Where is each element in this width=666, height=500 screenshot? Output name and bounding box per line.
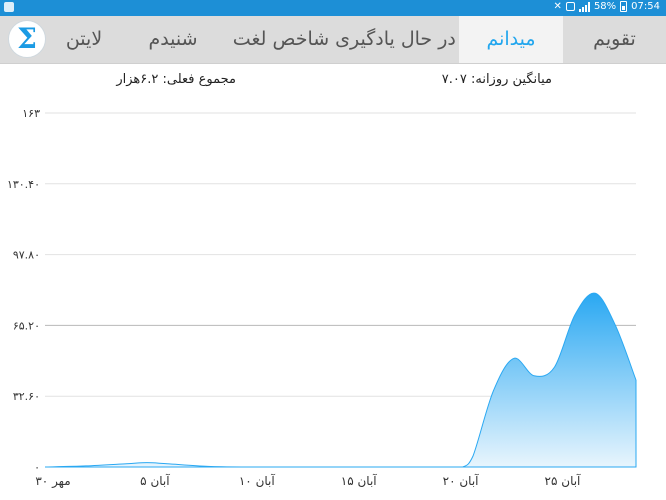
- y-tick-label: ۶۵.۲۰: [13, 319, 40, 332]
- status-bar: ✕ 58% 07:54: [0, 0, 666, 16]
- daily-average: میانگین روزانه: ۷.۰۷: [441, 72, 552, 87]
- tab-leitner[interactable]: لایتن: [65, 28, 103, 50]
- x-tick-label: ۱۰ آبان: [239, 473, 276, 488]
- x-tick-label: ۵ آبان: [140, 473, 170, 488]
- x-tick-label: ۳۰ مهر: [35, 474, 70, 489]
- status-time: 07:54: [631, 1, 660, 12]
- status-bar-right: ✕ 58% 07:54: [554, 1, 660, 12]
- tab-known[interactable]: میدانم: [459, 16, 563, 63]
- x-tick-label: ۱۵ آبان: [341, 473, 378, 488]
- known-words-chart: ۰ ۳۲.۶۰ ۶۵.۲۰ ۹۷.۸۰ ۱۳۰.۴۰ ۱۶۳ ۳۰ مهر ۵ آبان ۱۰…: [7, 107, 637, 489]
- tab-word-index[interactable]: شاخص لغت: [232, 28, 330, 50]
- status-bar-left: [4, 2, 14, 12]
- tab-bar: Σ لایتن شنیدم شاخص لغت در حال یادگیری می…: [0, 16, 666, 64]
- signal-icon: [578, 1, 590, 12]
- battery-icon: [620, 1, 628, 12]
- current-total: مجموع فعلی: ۶.۲هزار: [116, 72, 236, 87]
- y-tick-label: ۹۷.۸۰: [13, 249, 40, 262]
- y-tick-label: ۱۶۳: [22, 107, 40, 120]
- tab-heard[interactable]: شنیدم: [148, 28, 198, 50]
- y-tick-label: ۳۲.۶۰: [13, 390, 40, 403]
- app-notification-icon: [4, 2, 14, 12]
- battery-percent: 58%: [593, 1, 617, 12]
- y-tick-label: ۱۳۰.۴۰: [7, 178, 40, 191]
- tab-calendar[interactable]: تقویم: [593, 28, 636, 50]
- alarm-icon: [565, 2, 575, 11]
- mute-icon: ✕: [553, 1, 562, 12]
- app-logo-sigma-icon[interactable]: Σ: [8, 20, 46, 58]
- x-tick-label: ۲۵ آبان: [545, 473, 582, 488]
- x-tick-label: ۲۰ آبان: [443, 473, 480, 488]
- tab-learning[interactable]: در حال یادگیری: [335, 28, 456, 50]
- y-tick-label: ۰: [34, 461, 40, 474]
- area-series: [44, 292, 637, 468]
